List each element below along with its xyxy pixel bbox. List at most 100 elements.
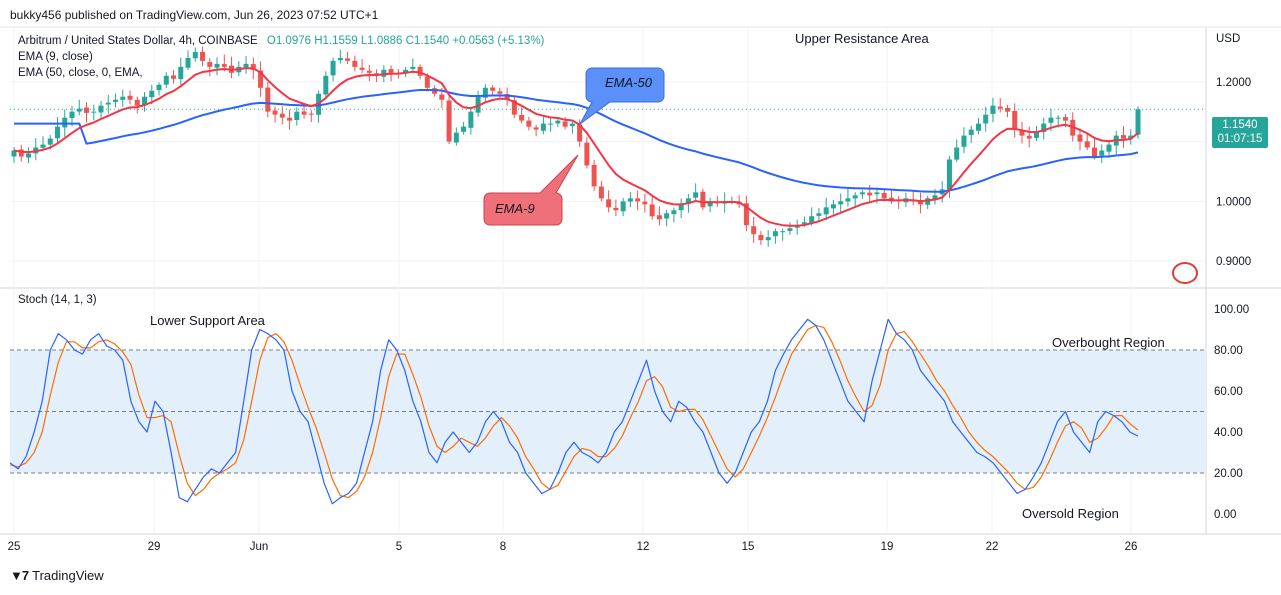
candle-body [649, 204, 655, 217]
price-tick-label: 0.9000 [1216, 256, 1251, 268]
candle-body [475, 96, 481, 113]
candle-body [700, 191, 706, 208]
ema9-legend[interactable]: EMA (9, close) [18, 51, 93, 63]
candle-body [598, 186, 604, 199]
candle-body [881, 192, 887, 199]
candle-body [511, 100, 517, 115]
publisher-line: bukky456 published on TradingView.com, J… [10, 8, 379, 22]
candle-body [272, 110, 278, 115]
candle-body [279, 113, 285, 118]
candle-body [11, 150, 17, 157]
candle-body [627, 198, 633, 202]
candle-body [533, 127, 539, 130]
ema50-legend[interactable]: EMA (50, close, 0, EMA, [18, 67, 143, 79]
candle-body [294, 111, 300, 120]
candle-body [816, 213, 822, 216]
candle-body [548, 123, 554, 125]
candle-body [577, 124, 583, 142]
candle-body [40, 144, 46, 148]
candle-body [127, 95, 133, 100]
candle-body [1128, 135, 1134, 139]
time-tick-label: 8 [500, 541, 506, 553]
candle-body [845, 198, 851, 202]
candle-body [606, 199, 612, 208]
upper-resistance-label: Upper Resistance Area [795, 31, 929, 46]
candle-body [287, 117, 293, 121]
candle-body [852, 195, 858, 199]
overbought-label: Overbought Region [1052, 335, 1165, 350]
candle-body [620, 201, 626, 212]
candle-body [98, 105, 104, 113]
candle-body [555, 120, 561, 124]
candle-body [221, 64, 227, 67]
candle-body [504, 94, 510, 100]
candle-body [207, 62, 213, 67]
candle-body [243, 63, 249, 68]
candle-body [743, 203, 749, 226]
candle-body [830, 204, 836, 209]
candle-body [26, 153, 32, 158]
time-tick-label: 26 [1125, 541, 1138, 553]
candle-body [18, 149, 24, 157]
candle-body [366, 70, 372, 73]
candle-body [171, 75, 177, 79]
ema50-line [14, 89, 1139, 193]
candle-body [120, 96, 126, 100]
candle-body [410, 66, 416, 69]
candle-body [519, 114, 525, 121]
time-tick-label: Jun [250, 541, 269, 553]
tradingview-logo[interactable]: ▼7 TradingView [10, 568, 104, 583]
candle-body [975, 123, 981, 131]
candle-body [787, 228, 793, 232]
candle-body [461, 126, 467, 132]
candle-body [693, 192, 699, 198]
brand-name: TradingView [32, 568, 104, 583]
time-tick-label: 5 [396, 541, 402, 553]
ema50-callout-text: EMA-50 [605, 75, 652, 90]
stoch-tick-label: 100.00 [1214, 304, 1249, 316]
candle-body [707, 201, 713, 207]
candle-body [265, 87, 271, 112]
candle-body [84, 107, 90, 113]
candle-body [337, 57, 343, 61]
ohlc-values: O1.0976 H1.1559 L1.0886 C1.1540 +0.0563 … [266, 35, 545, 47]
candle-body [874, 192, 880, 195]
candle-body [490, 87, 496, 91]
candle-body [838, 201, 844, 205]
candle-body [635, 198, 641, 202]
oversold-label: Oversold Region [1022, 506, 1119, 521]
bar-countdown: 01:07:15 [1217, 133, 1263, 145]
candle-body [439, 94, 445, 100]
candle-body [352, 60, 358, 67]
candle-body [664, 213, 670, 219]
candle-body [163, 75, 169, 85]
candle-body [859, 192, 865, 195]
stoch-tick-label: 40.00 [1214, 427, 1243, 439]
candle-body [403, 69, 409, 74]
candle-body [156, 84, 162, 91]
candle-body [1026, 135, 1032, 139]
time-tick-label: 15 [742, 541, 755, 553]
candle-body [1019, 130, 1025, 136]
candle-body [540, 123, 546, 131]
candle-body [780, 231, 786, 233]
candle-body [954, 147, 960, 160]
candle-body [1012, 110, 1018, 130]
symbol-legend[interactable]: Arbitrum / United States Dollar, 4h, COI… [18, 33, 544, 49]
candle-body [62, 117, 68, 128]
candle-body [946, 159, 952, 190]
ema9-callout-bubble [483, 154, 579, 226]
time-tick-label: 25 [8, 541, 21, 553]
candle-body [1135, 109, 1141, 135]
candle-body [149, 90, 155, 98]
candle-body [1055, 117, 1061, 119]
candle-body [526, 120, 532, 127]
candle-body [801, 222, 807, 225]
candle-body [308, 113, 314, 115]
candle-body [983, 114, 989, 124]
last-price-badge: 1.1540 01:07:15 [1212, 117, 1268, 148]
candle-body [591, 164, 597, 187]
stoch-legend[interactable]: Stoch (14, 1, 3) [18, 294, 97, 306]
us-flag-icon[interactable] [1172, 262, 1198, 284]
candle-body [1106, 144, 1112, 152]
